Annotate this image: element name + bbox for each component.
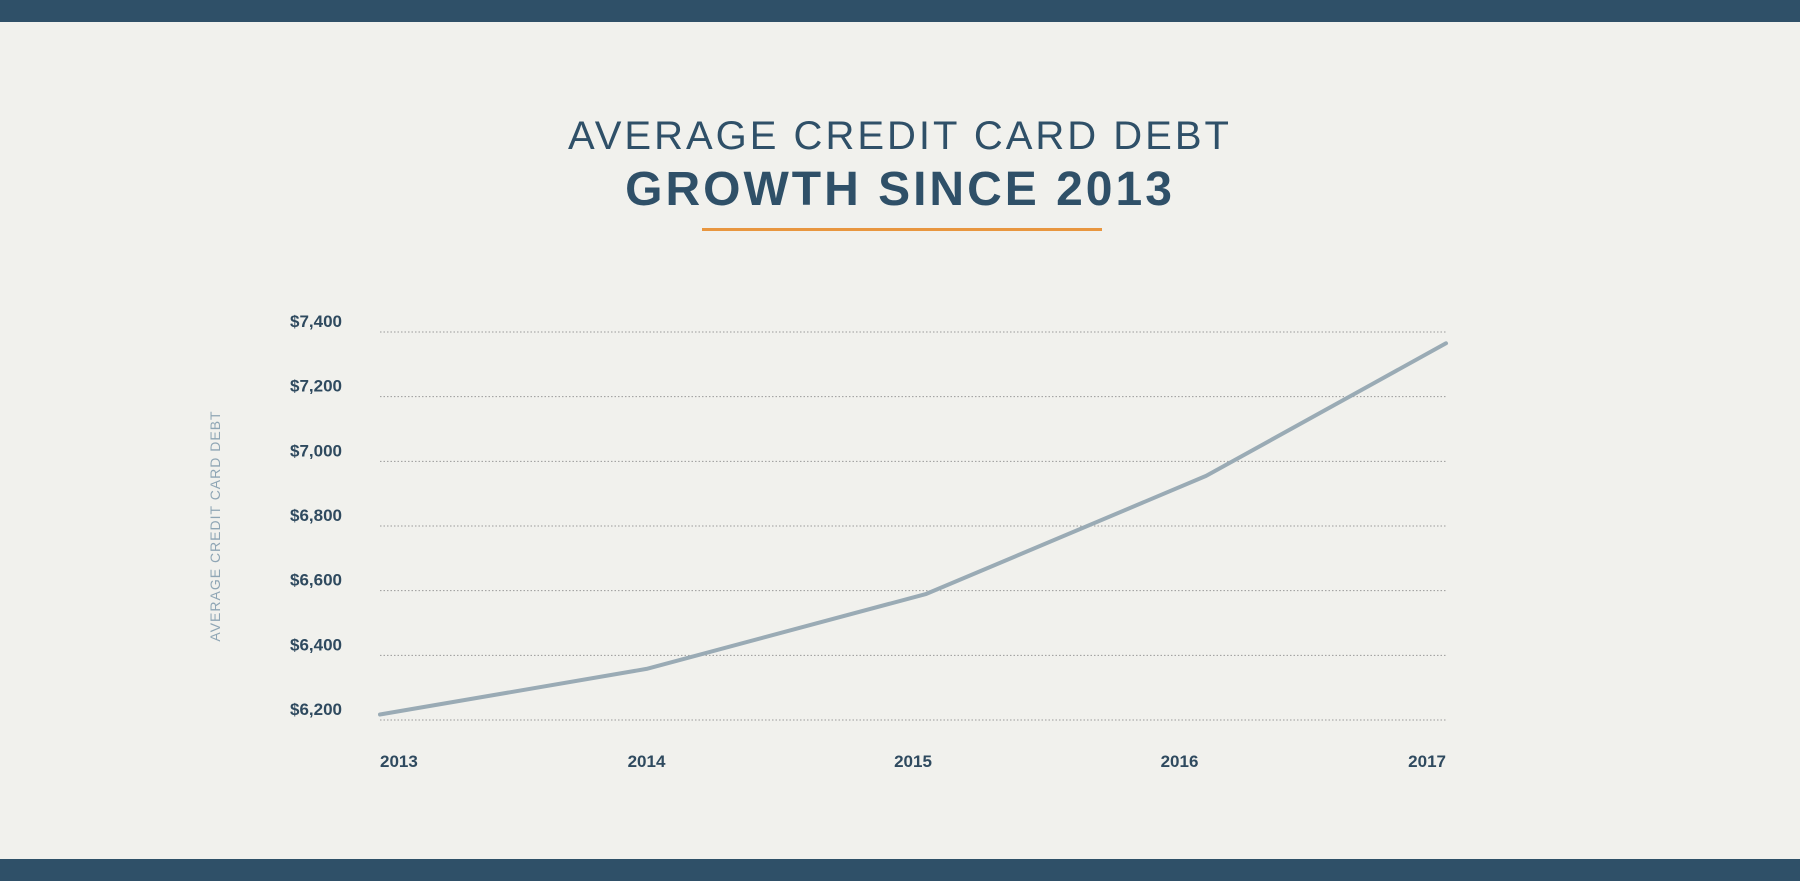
y-axis-label: AVERAGE CREDIT CARD DEBT [207,410,223,641]
chart-title-line2: GROWTH SINCE 2013 [625,163,1175,216]
y-tick-label: $7,200 [290,377,342,396]
y-tick-label: $6,200 [290,700,342,719]
y-axis-ticks: $6,200 $6,400 $6,600 $6,800 $7,000 $7,200 $7,4… [290,312,342,719]
chart-title-line1: AVERAGE CREDIT CARD DEBT [568,114,1232,158]
series-line [378,341,1448,717]
x-axis-ticks: 2013 2014 2015 2016 2017 [380,752,1446,771]
y-tick-label: $7,400 [290,312,342,331]
y-tick-label: $6,400 [290,635,342,654]
x-tick-label: 2015 [894,752,932,771]
x-tick-label: 2016 [1161,752,1199,771]
gridlines [380,331,1447,721]
y-tick-label: $7,000 [290,441,342,460]
series-group [378,341,1448,717]
bottom-band [0,859,1800,881]
x-tick-label: 2013 [380,752,418,771]
x-tick-label: 2014 [628,752,666,771]
y-tick-label: $6,600 [290,571,342,590]
y-tick-label: $6,800 [290,506,342,525]
top-band [0,0,1800,22]
x-tick-label: 2017 [1408,752,1446,771]
title-accent-underline [702,228,1102,231]
